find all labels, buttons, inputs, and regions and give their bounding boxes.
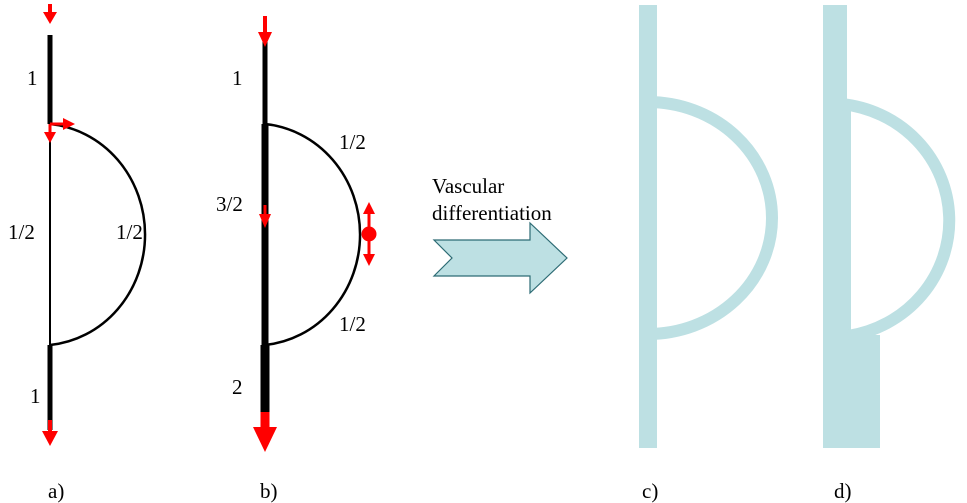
panel-a-bottom-flow-label: 1 [30, 384, 41, 408]
panel-d-vessel-top [823, 5, 847, 105]
panel-b-middle-flow-label: 3/2 [216, 192, 243, 216]
panel-a-top-flow-label: 1 [27, 66, 38, 90]
panel-b-arc-lower-flow-label: 1/2 [339, 312, 366, 336]
panel-b: 1 1/2 3/2 1/2 2 b) [216, 16, 377, 503]
panel-a-junction-down-arrow [44, 124, 56, 143]
panel-a: 1 1/2 1/2 1 a) [8, 4, 147, 503]
panel-b-arc [264, 122, 362, 347]
panel-d-vessel-bottom [823, 335, 880, 448]
panel-a-caption: a) [48, 479, 64, 503]
panel-b-inflow-arrow [258, 16, 272, 47]
right-arrow-icon [432, 221, 568, 295]
panel-b-caption: b) [260, 479, 278, 503]
panel-b-outflow-arrow [253, 412, 277, 452]
panel-b-arc-upper-flow-label: 1/2 [339, 130, 366, 154]
panel-b-middle-arrow [259, 205, 271, 228]
transition-label-line2: differentiation [432, 201, 552, 225]
panel-a-junction-right-arrow [50, 118, 75, 130]
panel-c-arc-vessel [647, 96, 778, 340]
panel-a-outflow-arrow [42, 420, 58, 446]
panel-a-inflow-arrow [43, 4, 57, 24]
panel-d: d) [823, 5, 956, 503]
panel-d-vessel-middle [823, 105, 851, 335]
panel-a-arc [49, 122, 147, 347]
panel-d-arc-vessel [840, 98, 956, 342]
panel-b-source-node [361, 202, 377, 266]
transition-label-line1: Vascular [432, 174, 504, 198]
panel-c: c) [639, 5, 778, 503]
panel-d-caption: d) [834, 479, 852, 503]
panel-b-bottom-flow-label: 2 [232, 375, 243, 399]
panel-a-arc-flow-label: 1/2 [116, 220, 143, 244]
panel-b-top-flow-label: 1 [232, 66, 243, 90]
panel-a-middle-flow-label: 1/2 [8, 220, 35, 244]
panel-c-caption: c) [642, 479, 658, 503]
transition: Vascular differentiation [432, 174, 568, 295]
panel-c-vessel [639, 5, 657, 448]
